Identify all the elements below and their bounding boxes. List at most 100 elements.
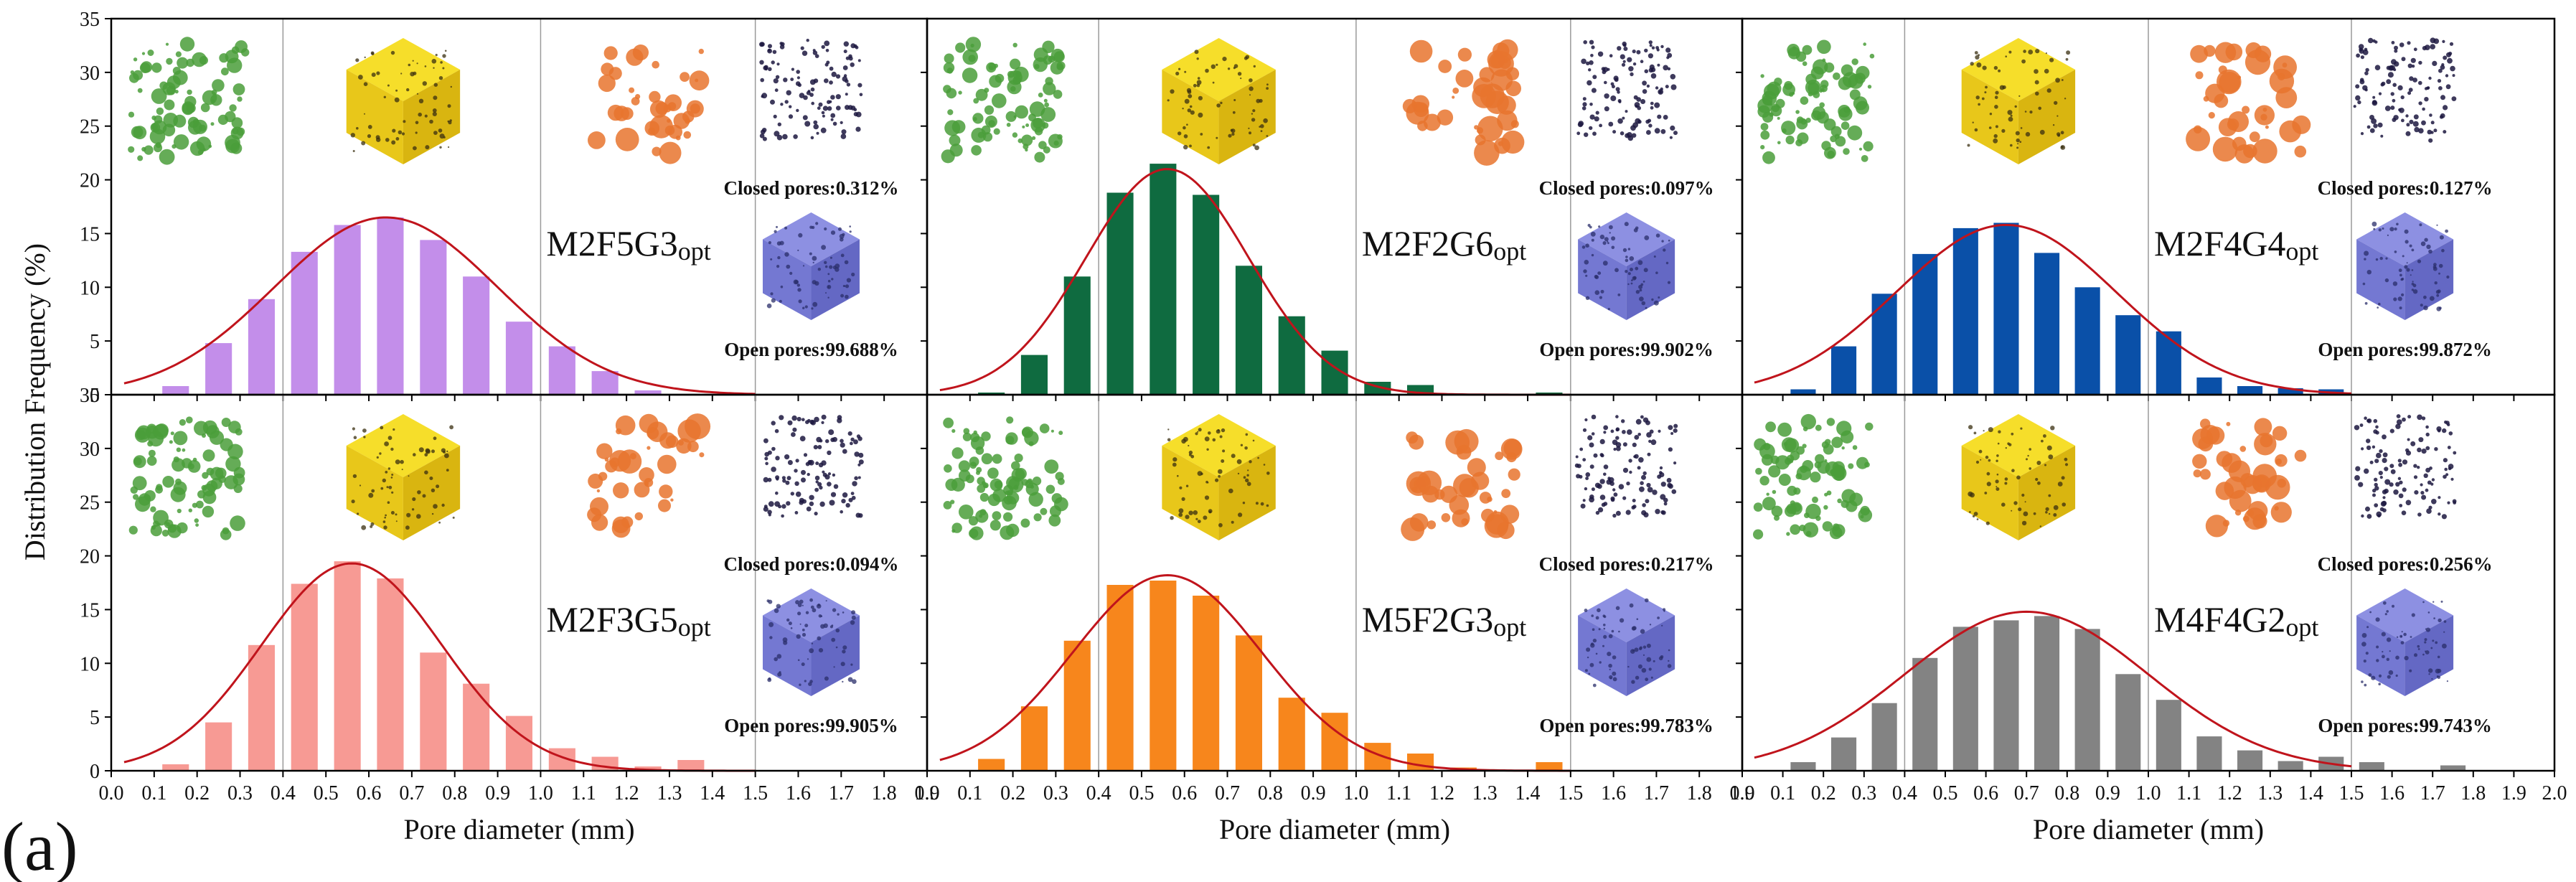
bar — [205, 722, 232, 771]
bar — [291, 251, 318, 395]
bar — [1871, 294, 1897, 395]
bar — [420, 652, 447, 771]
x-tick-label: 0.9 — [2095, 782, 2120, 804]
x-tick-label: 0.7 — [399, 782, 424, 804]
closed-pores-label: Closed pores:0.256% — [2318, 553, 2493, 575]
green-pore-cloud-image — [1757, 39, 1875, 164]
chart-panel-m4f4g2: 0.0 0.1 0.2 0.3 0.4 0.5 0.6 0.7 0.8 0.9 1.0 1.1 1.2 1… — [1730, 393, 2567, 845]
x-tick-label: 1.6 — [1601, 782, 1626, 804]
open-pore-cube-image — [762, 212, 860, 320]
x-tick-label: 1.4 — [700, 782, 725, 804]
closed-pores-label: Closed pores:0.312% — [723, 177, 898, 199]
x-tick-label: 0.1 — [957, 782, 982, 804]
bar — [1150, 164, 1177, 395]
open-pores-label: Open pores:99.783% — [1539, 715, 1714, 736]
y-tick-label: 10 — [80, 277, 100, 299]
x-tick-label: 0.2 — [1811, 782, 1836, 804]
x-tick-label: 0.6 — [357, 782, 382, 804]
bar — [634, 766, 662, 771]
yellow-cube-image — [346, 38, 461, 164]
bar — [1278, 316, 1305, 395]
bar — [334, 225, 361, 395]
closed-pores-label: Closed pores:0.094% — [723, 553, 898, 575]
bar — [1831, 346, 1857, 395]
bar — [1278, 698, 1305, 771]
closed-pore-cloud-image — [2354, 414, 2457, 520]
y-tick-label: 25 — [80, 492, 100, 515]
bar — [2237, 750, 2263, 771]
bar — [2074, 287, 2100, 395]
closed-pore-cloud-image — [1576, 39, 1678, 141]
bar — [1790, 762, 1816, 771]
x-tick-label: 1.2 — [614, 782, 639, 804]
bar — [1150, 581, 1177, 771]
open-pores-label: Open pores:99.905% — [724, 715, 898, 736]
bar — [1993, 222, 2019, 395]
x-tick-label: 1.3 — [2257, 782, 2283, 804]
x-tick-label: 0.0 — [1730, 782, 1755, 804]
bar — [2440, 765, 2466, 771]
bar — [1235, 266, 1262, 395]
closed-pores-label: Closed pores:0.217% — [1539, 553, 1714, 575]
open-pores-label: Open pores:99.743% — [2318, 715, 2492, 736]
x-tick-label: 1.5 — [1558, 782, 1583, 804]
yellow-cube-image — [346, 414, 461, 540]
yellow-cube-image — [1961, 38, 2076, 164]
orange-pore-cloud-image — [2186, 42, 2311, 164]
orange-pore-cloud-image — [1401, 428, 1523, 541]
x-tick-label: 1.1 — [2176, 782, 2201, 804]
bar — [1020, 355, 1048, 395]
yellow-cube-image — [1162, 414, 1276, 540]
y-axis-title: Distribution Frequency (%) — [19, 243, 51, 560]
bar — [1407, 754, 1434, 771]
bar — [548, 346, 575, 395]
green-pore-cloud-image — [943, 416, 1068, 540]
x-tick-label: 0.4 — [1086, 782, 1111, 804]
bar — [2156, 700, 2181, 771]
bar — [677, 760, 705, 771]
closed-pore-cloud-image — [763, 414, 864, 518]
y-tick-label: 25 — [80, 116, 100, 139]
x-tick-label: 0.0 — [99, 782, 124, 804]
y-tick-label: 0 — [90, 761, 100, 783]
bar — [1063, 640, 1091, 771]
closed-pores-label: Closed pores:0.097% — [1539, 177, 1714, 199]
x-axis-title: Pore diameter (mm) — [403, 813, 634, 845]
bar — [1912, 253, 1938, 395]
bar — [1106, 585, 1134, 771]
green-pore-cloud-image — [128, 416, 245, 540]
yellow-cube-image — [1961, 414, 2076, 540]
x-tick-label: 2.0 — [2542, 782, 2567, 804]
y-tick-label: 30 — [80, 62, 100, 85]
chart-panel-m2f5g3: 0 5 10 15 20 25 30 35 M2F5G3opt Closed pores:0.31… — [80, 9, 929, 407]
x-tick-label: 0.9 — [1301, 782, 1326, 804]
yellow-cube-image — [1162, 38, 1276, 164]
bar — [505, 322, 532, 395]
x-tick-label: 1.3 — [657, 782, 682, 804]
x-tick-label: 1.5 — [743, 782, 768, 804]
bar — [1063, 276, 1091, 395]
bar — [205, 343, 232, 395]
bar — [2359, 762, 2384, 771]
orange-pore-cloud-image — [588, 44, 710, 164]
open-pore-cube-image — [1578, 588, 1675, 696]
bar — [162, 764, 189, 771]
x-tick-label: 1.7 — [2420, 782, 2445, 804]
x-tick-label: 0.0 — [915, 782, 940, 804]
x-tick-label: 1.9 — [915, 782, 940, 804]
green-pore-cloud-image — [1753, 413, 1874, 540]
sample-name: M5F2G3opt — [1362, 599, 1526, 642]
x-tick-label: 0.4 — [271, 782, 296, 804]
y-tick-label: 15 — [80, 223, 100, 245]
open-pore-cube-image — [762, 588, 860, 696]
bar — [2034, 616, 2060, 771]
x-tick-label: 0.2 — [184, 782, 210, 804]
bar — [377, 217, 404, 395]
x-tick-label: 1.0 — [1343, 782, 1368, 804]
y-tick-label: 35 — [80, 385, 100, 407]
open-pores-label: Open pores:99.872% — [2318, 339, 2492, 360]
x-tick-label: 0.7 — [2014, 782, 2039, 804]
bar — [1912, 657, 1938, 771]
green-pore-cloud-image — [128, 37, 250, 165]
